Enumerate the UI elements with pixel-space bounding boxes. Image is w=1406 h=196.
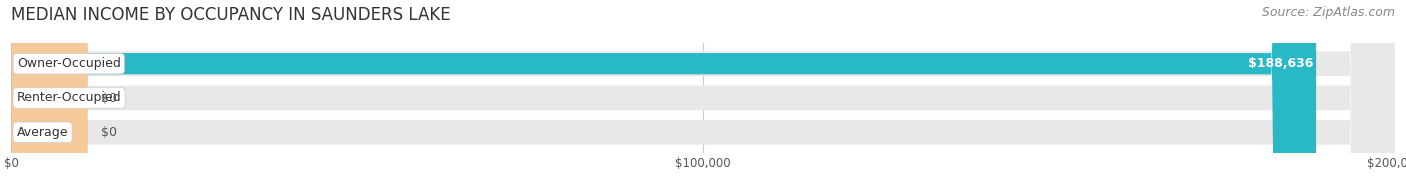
FancyBboxPatch shape [11,0,87,196]
Text: $0: $0 [101,126,117,139]
Text: MEDIAN INCOME BY OCCUPANCY IN SAUNDERS LAKE: MEDIAN INCOME BY OCCUPANCY IN SAUNDERS L… [11,6,451,24]
FancyBboxPatch shape [11,0,87,196]
Text: Owner-Occupied: Owner-Occupied [17,57,121,70]
Text: $188,636: $188,636 [1249,57,1313,70]
Text: $0: $0 [101,92,117,104]
FancyBboxPatch shape [11,0,1395,196]
FancyBboxPatch shape [11,0,1395,196]
Text: Source: ZipAtlas.com: Source: ZipAtlas.com [1261,6,1395,19]
FancyBboxPatch shape [11,0,1316,196]
Text: Renter-Occupied: Renter-Occupied [17,92,121,104]
FancyBboxPatch shape [11,0,1395,196]
Text: Average: Average [17,126,69,139]
